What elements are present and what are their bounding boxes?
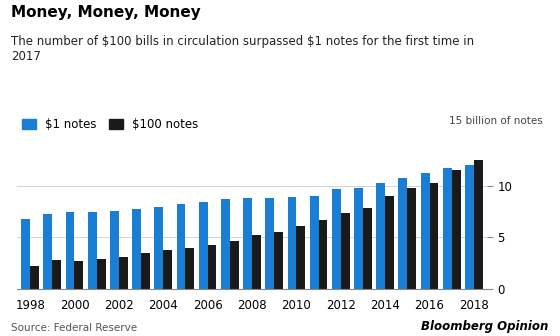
Bar: [252, 236, 261, 289]
Bar: [474, 160, 483, 289]
Bar: [221, 199, 230, 289]
Bar: [30, 266, 39, 289]
Text: 15 billion of notes: 15 billion of notes: [450, 116, 543, 126]
Bar: [287, 197, 296, 289]
Bar: [141, 253, 150, 289]
Bar: [44, 214, 52, 289]
Bar: [74, 261, 83, 289]
Bar: [176, 205, 185, 289]
Bar: [443, 168, 452, 289]
Bar: [319, 220, 328, 289]
Bar: [421, 172, 430, 289]
Bar: [465, 165, 474, 289]
Bar: [52, 260, 61, 289]
Legend: $1 notes, $100 notes: $1 notes, $100 notes: [17, 114, 203, 136]
Bar: [340, 213, 349, 289]
Bar: [274, 232, 283, 289]
Bar: [376, 183, 385, 289]
Text: Source: Federal Reserve: Source: Federal Reserve: [11, 323, 137, 333]
Bar: [66, 212, 74, 289]
Text: The number of \$100 bills in circulation surpassed \$1 notes for the first time : The number of \$100 bills in circulation…: [11, 35, 474, 63]
Bar: [208, 245, 217, 289]
Bar: [243, 198, 252, 289]
Bar: [185, 248, 194, 289]
Bar: [97, 259, 105, 289]
Bar: [452, 170, 460, 289]
Text: Money, Money, Money: Money, Money, Money: [11, 5, 201, 20]
Bar: [230, 241, 239, 289]
Bar: [119, 257, 128, 289]
Bar: [296, 226, 305, 289]
Bar: [363, 208, 372, 289]
Bar: [385, 196, 394, 289]
Bar: [110, 211, 119, 289]
Bar: [88, 212, 97, 289]
Bar: [132, 209, 141, 289]
Bar: [155, 207, 164, 289]
Bar: [21, 219, 30, 289]
Bar: [332, 189, 340, 289]
Bar: [407, 188, 416, 289]
Bar: [430, 183, 438, 289]
Bar: [164, 250, 172, 289]
Bar: [199, 202, 208, 289]
Bar: [354, 188, 363, 289]
Bar: [399, 178, 407, 289]
Bar: [265, 198, 274, 289]
Text: Bloomberg Opinion: Bloomberg Opinion: [422, 320, 549, 333]
Bar: [310, 196, 319, 289]
